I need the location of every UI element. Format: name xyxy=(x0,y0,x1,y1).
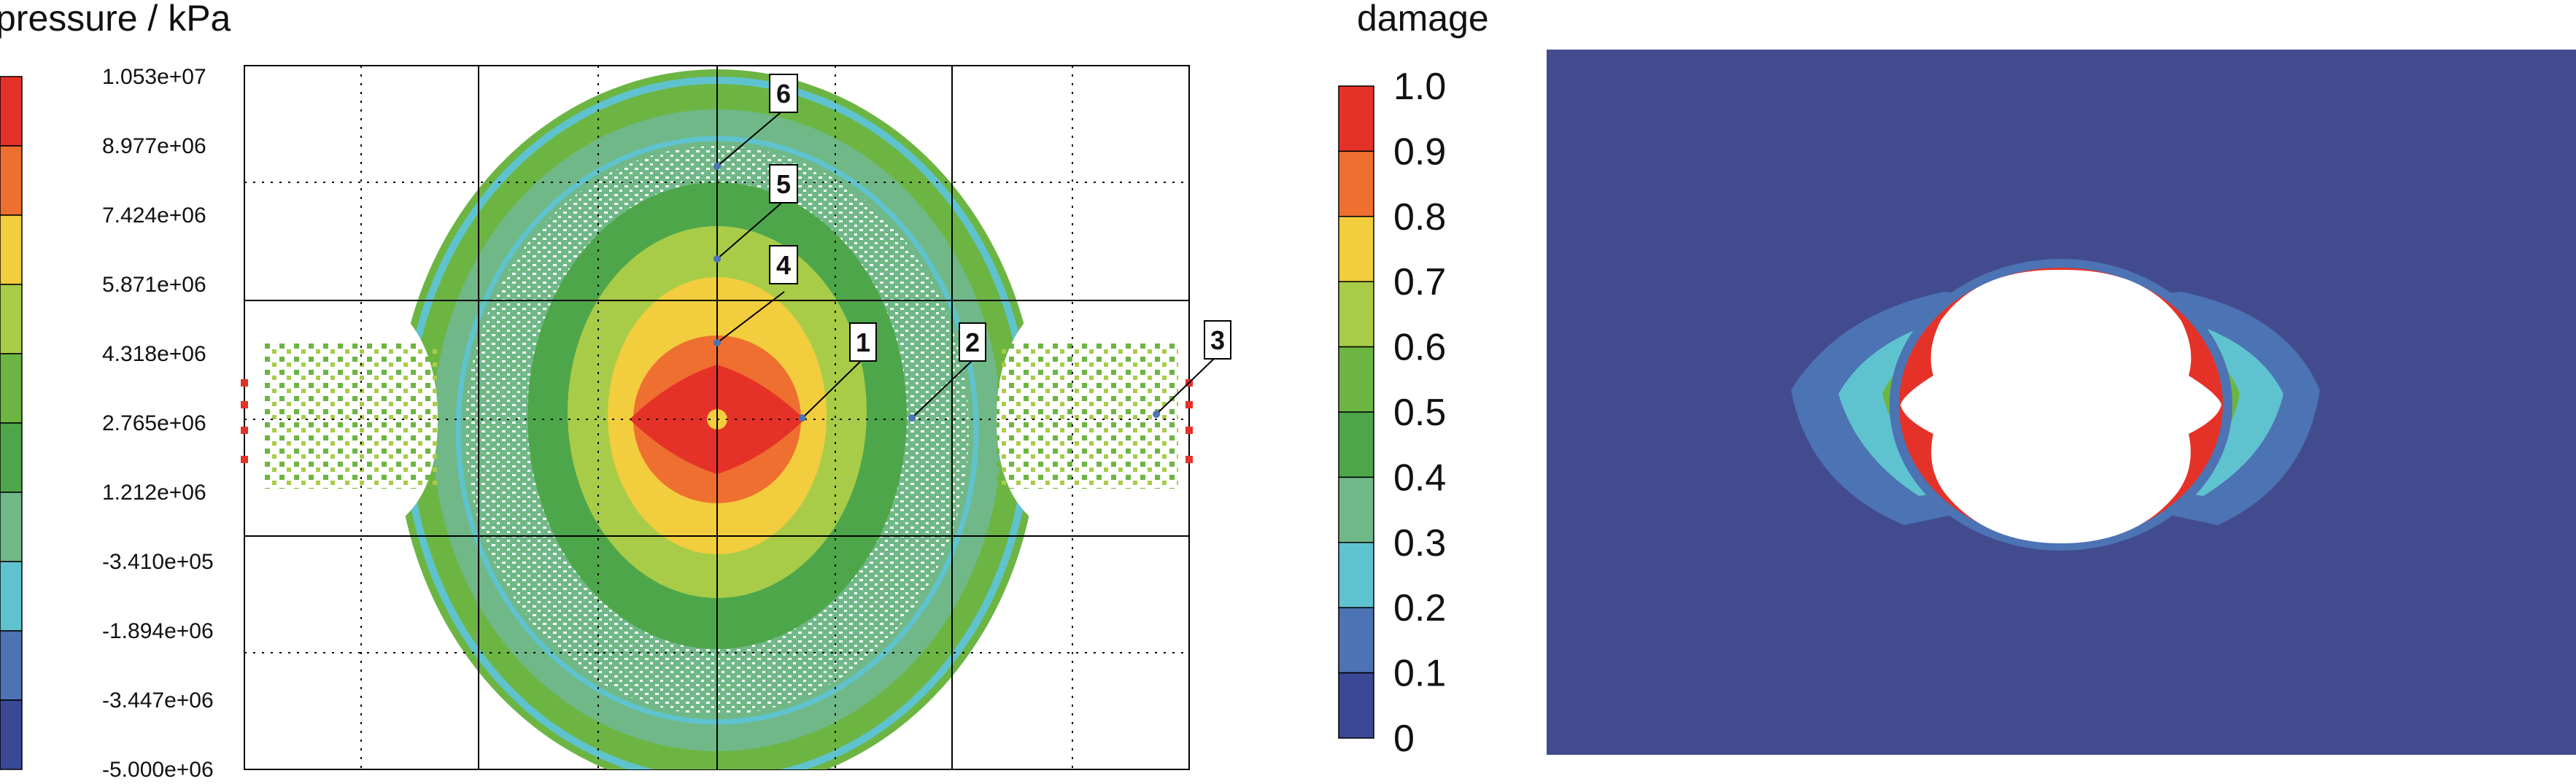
gauge-label-2: 2 xyxy=(959,322,986,362)
pressure-colorbar-segment xyxy=(0,492,23,562)
svg-text:2: 2 xyxy=(965,327,980,357)
pressure-title: pressure / kPa xyxy=(0,0,231,39)
pressure-colorbar-segment xyxy=(0,214,23,285)
damage-colorbar-segment xyxy=(1338,672,1374,739)
pressure-colorbar-ticks: 1.053e+07 8.977e+06 7.424e+06 5.871e+06 4.31… xyxy=(102,65,214,782)
svg-text:3: 3 xyxy=(1210,325,1225,355)
damage-tick-label: 0.7 xyxy=(1393,261,1446,303)
pressure-tick-label: 7.424e+06 xyxy=(102,203,206,228)
pressure-tick-label: -3.447e+06 xyxy=(102,688,214,713)
pressure-tick-label: -5.000e+06 xyxy=(102,758,214,782)
left-notch-scatter xyxy=(379,343,438,489)
pressure-colorbar-segment xyxy=(0,353,23,424)
gauge-points xyxy=(713,163,1160,422)
damage-plate xyxy=(1547,50,2576,755)
svg-text:1: 1 xyxy=(856,327,870,357)
damage-tick-label: 0 xyxy=(1393,718,1415,760)
pressure-colorbar-segment xyxy=(0,699,23,770)
damage-colorbar-ticks: 1.0 0.9 0.8 0.7 0.6 0.5 0.4 0.3 0.2 0.1 0 xyxy=(1393,66,1446,760)
damage-colorbar-segment xyxy=(1338,607,1374,674)
damage-colorbar-segment xyxy=(1338,542,1374,608)
pressure-colorbar-segment xyxy=(0,145,23,216)
damage-colorbar-segment xyxy=(1338,85,1374,152)
gauge-leaders xyxy=(716,109,1218,419)
pressure-tick-label: 8.977e+06 xyxy=(102,134,206,158)
svg-text:6: 6 xyxy=(776,79,791,109)
pressure-tick-label: -1.894e+06 xyxy=(102,619,214,643)
gauge-label-4: 4 xyxy=(769,245,798,284)
pressure-colorbar xyxy=(0,76,23,770)
pressure-tick-label: 5.871e+06 xyxy=(102,273,206,297)
damage-tick-label: 0.9 xyxy=(1393,131,1446,173)
damage-tick-label: 0.6 xyxy=(1393,327,1446,369)
svg-text:4: 4 xyxy=(776,250,791,280)
damage-tick-label: 0.4 xyxy=(1393,457,1446,499)
damage-colorbar-segment xyxy=(1338,150,1374,217)
gauge-label-1: 1 xyxy=(849,322,877,362)
pressure-colorbar-segment xyxy=(0,422,23,493)
damage-colorbar-segment xyxy=(1338,346,1374,413)
damage-tick-label: 0.3 xyxy=(1393,522,1446,564)
damage-cavity xyxy=(1900,269,2221,543)
damage-title: damage xyxy=(1357,0,1489,39)
pressure-tick-label: 1.053e+07 xyxy=(102,65,206,89)
gauge-label-5: 5 xyxy=(769,164,798,203)
damage-colorbar-segment xyxy=(1338,281,1374,348)
damage-tick-label: 0.8 xyxy=(1393,196,1446,238)
damage-colorbar-segment xyxy=(1338,216,1374,282)
gauge-label-6: 6 xyxy=(769,74,798,113)
pressure-grid xyxy=(244,66,1189,769)
damage-colorbar-segment xyxy=(1338,411,1374,478)
damage-tick-label: 1.0 xyxy=(1393,66,1446,108)
pressure-tick-label: 4.318e+06 xyxy=(102,342,206,366)
pressure-colorbar-segment xyxy=(0,561,23,632)
pressure-colorbar-segment xyxy=(0,630,23,701)
right-notch-scatter xyxy=(997,343,1055,489)
damage-colorbar xyxy=(1338,85,1374,739)
damage-tick-label: 0.5 xyxy=(1393,392,1446,434)
pressure-tick-label: 2.765e+06 xyxy=(102,411,206,435)
pressure-tick-label: 1.212e+06 xyxy=(102,481,206,505)
damage-colorbar-segment xyxy=(1338,476,1374,543)
gauge-label-3: 3 xyxy=(1204,320,1231,360)
damage-tick-label: 0.2 xyxy=(1393,587,1446,629)
pressure-tick-label: -3.410e+05 xyxy=(102,550,214,574)
svg-text:5: 5 xyxy=(776,169,791,199)
pressure-colorbar-segment xyxy=(0,284,23,354)
pressure-colorbar-segment xyxy=(0,76,23,147)
damage-tick-label: 0.1 xyxy=(1393,653,1446,695)
